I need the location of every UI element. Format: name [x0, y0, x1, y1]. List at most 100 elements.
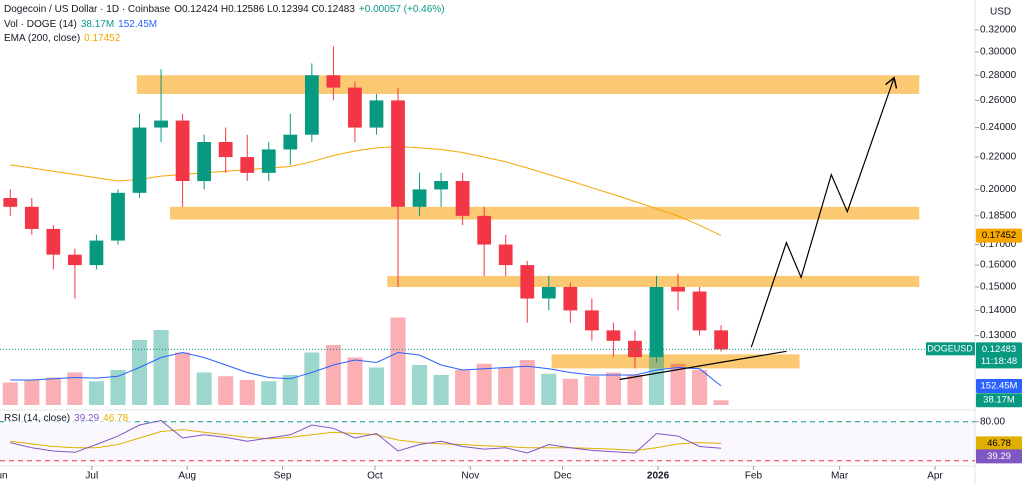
- volume-ma-tag-bg: [976, 378, 1022, 393]
- header-line-1: Dogecoin / US Dollar · 1D · Coinbase O0.1…: [4, 4, 449, 15]
- y-tick-label: 0.16000: [980, 260, 1017, 271]
- candle-body: [434, 181, 448, 190]
- candle-body: [261, 149, 276, 173]
- zone: [551, 354, 800, 369]
- candle-body: [68, 254, 82, 266]
- candle-body: [606, 330, 621, 341]
- y-tick-label: 0.28000: [980, 70, 1017, 81]
- rsi-legend: RSI (14, close): [4, 413, 71, 424]
- candle-body: [197, 141, 212, 182]
- volume-value: 38.17M: [80, 19, 115, 30]
- candle-body: [283, 134, 298, 150]
- volume-legend: Vol · DOGE (14): [4, 19, 77, 30]
- volume-bar: [713, 400, 729, 405]
- x-tick-label: Jun: [0, 471, 8, 482]
- header-line-2: Vol · DOGE (14) 38.17M 152.45M: [4, 19, 161, 30]
- candle-body: [348, 87, 362, 128]
- candle-body: [628, 340, 642, 358]
- zone: [169, 206, 920, 220]
- volume-bar: [131, 340, 148, 405]
- volume-bar: [476, 363, 492, 405]
- last-price-tag: 11:18:48: [981, 356, 1017, 367]
- candle-body: [541, 287, 556, 299]
- rsi-ma-tag-bg: [976, 436, 1022, 451]
- volume-bar: [304, 352, 320, 405]
- axis-currency: USD: [990, 7, 1011, 18]
- last-price-tag-bg: [976, 342, 1022, 369]
- volume-bar: [196, 372, 212, 405]
- volume-bar: [605, 372, 621, 405]
- volume-bar: [239, 380, 255, 405]
- candle-body: [218, 141, 233, 158]
- candle-body: [369, 100, 384, 128]
- volume-bar: [175, 352, 191, 405]
- candle-body: [3, 197, 18, 207]
- volume-bar: [541, 373, 557, 405]
- volume-bar: [261, 381, 277, 405]
- y-tick-label: 0.32000: [980, 25, 1017, 36]
- volume-bar: [648, 352, 665, 405]
- candle-body: [455, 181, 470, 216]
- x-tick-label: Sep: [274, 471, 292, 482]
- x-tick-label: Dec: [554, 471, 572, 482]
- ema-tag: 0.17452: [982, 230, 1016, 241]
- volume-bar: [670, 363, 686, 405]
- candle-body: [175, 120, 190, 182]
- x-tick-label: Mar: [831, 471, 849, 482]
- rsi-tag-bg: [976, 449, 1022, 464]
- candle-body: [89, 240, 104, 266]
- volume-bar: [45, 377, 61, 405]
- volume-ma-tag: 152.45M: [981, 380, 1018, 391]
- x-tick-label: Feb: [745, 471, 763, 482]
- volume-bar: [455, 370, 471, 405]
- ema-line: [10, 145, 722, 237]
- candle-body: [304, 75, 319, 135]
- candle-body: [520, 265, 535, 299]
- y-tick-label: 0.18500: [980, 210, 1017, 221]
- volume-bar: [347, 357, 363, 405]
- candle-body: [240, 157, 255, 173]
- candle-body: [391, 100, 405, 207]
- symbol-title: Dogecoin / US Dollar · 1D · Coinbase: [4, 4, 171, 15]
- x-tick-label: Nov: [461, 471, 479, 482]
- ema-legend: EMA (200, close): [4, 33, 81, 44]
- volume-bar: [325, 345, 341, 405]
- candle-body: [326, 75, 341, 88]
- change: +0.00057 (+0.46%): [358, 4, 445, 15]
- y-tick-label: 0.20000: [980, 184, 1017, 195]
- rsi-band-fill: [0, 421, 975, 461]
- candle-body: [46, 228, 61, 255]
- volume-ma-line: [10, 351, 722, 387]
- volume-bar: [412, 365, 428, 405]
- y-tick-label: 0.22000: [980, 152, 1017, 163]
- zone: [387, 275, 920, 288]
- ema-value: 0.17452: [84, 33, 121, 44]
- volume-bar: [433, 375, 449, 405]
- volume-tag-bg: [976, 393, 1022, 408]
- candle-body: [132, 127, 147, 193]
- x-tick-label: Jul: [85, 471, 98, 482]
- candle-body: [154, 120, 168, 128]
- x-tick-label: Oct: [367, 471, 383, 482]
- volume-bar: [627, 375, 643, 405]
- volume-bar: [498, 367, 514, 405]
- candle-body: [24, 206, 39, 229]
- rsi-value: 39.29: [74, 413, 100, 424]
- candle-body: [714, 330, 729, 350]
- rsi-ma-tag: 46.78: [987, 438, 1011, 449]
- rsi-line: [10, 419, 722, 454]
- candle-body: [498, 244, 513, 266]
- candle-body: [671, 287, 685, 292]
- volume-bar: [390, 317, 406, 405]
- volume-bar: [24, 380, 40, 405]
- volume-bar: [519, 360, 535, 405]
- rsi-ma-line: [10, 429, 722, 451]
- y-tick-label: 0.24000: [980, 122, 1017, 133]
- volume-ma-value: 152.45M: [118, 19, 158, 30]
- y-tick-label: 0.26000: [980, 95, 1017, 106]
- rsi-legend-line: RSI (14, close) 39.29 46.78: [4, 413, 133, 424]
- y-tick-label: 0.15000: [980, 282, 1017, 293]
- x-tick-label: Apr: [927, 471, 943, 482]
